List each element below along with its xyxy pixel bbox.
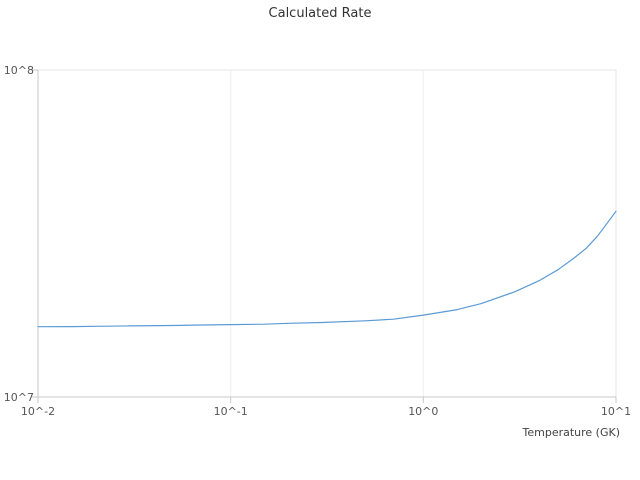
ytick-label-1e7: 10^7: [4, 391, 34, 404]
chart-title: Calculated Rate: [269, 6, 372, 21]
x-axis-label: Temperature (GK): [522, 426, 621, 439]
xtick-label-1e1: 10^1: [601, 405, 631, 418]
ytick-label-1e8: 10^8: [4, 64, 34, 77]
xtick-label-1e-2: 10^-2: [21, 405, 55, 418]
rate-line: [37, 210, 617, 328]
xtick-label-1e0: 10^0: [408, 405, 438, 418]
plot-area: [37, 69, 617, 398]
xtick-label-1e-1: 10^-1: [214, 405, 248, 418]
